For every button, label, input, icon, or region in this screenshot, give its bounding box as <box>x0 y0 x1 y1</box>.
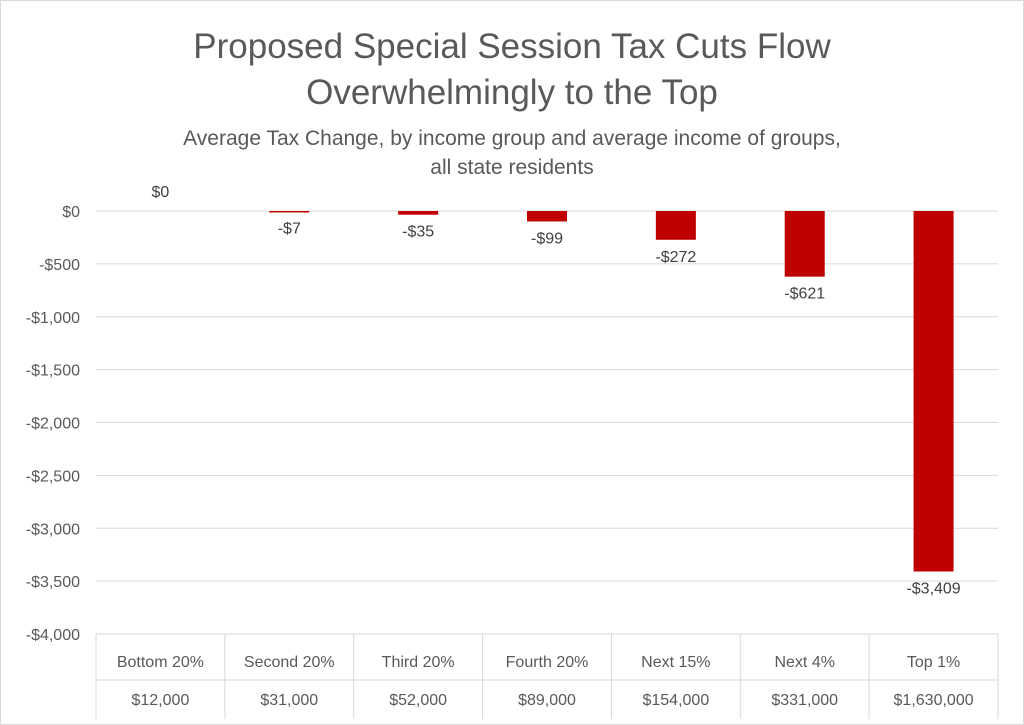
y-tick-label: -$2,500 <box>26 468 80 485</box>
x-income-label: $89,000 <box>518 692 576 709</box>
chart-subtitle-line-2: all state residents <box>430 156 594 179</box>
x-category-label: Fourth 20% <box>506 654 589 671</box>
x-category-label: Bottom 20% <box>117 654 204 671</box>
x-category-label: Third 20% <box>382 654 455 671</box>
data-label: -$35 <box>402 224 434 241</box>
x-income-label: $31,000 <box>260 692 318 709</box>
y-tick-label: $0 <box>62 204 80 221</box>
x-income-label: $331,000 <box>771 692 838 709</box>
data-label: -$272 <box>655 249 696 266</box>
chart-title-line-2: Overwhelmingly to the Top <box>306 73 718 112</box>
y-tick-label: -$3,500 <box>26 574 80 591</box>
bar <box>269 211 310 213</box>
x-income-label: $52,000 <box>389 692 447 709</box>
y-tick-label: -$3,000 <box>26 521 80 538</box>
x-income-label: $154,000 <box>642 692 709 709</box>
bar <box>398 211 439 215</box>
chart-title-line-1: Proposed Special Session Tax Cuts Flow <box>193 27 831 66</box>
x-category-label: Top 1% <box>907 654 960 671</box>
data-label: $0 <box>152 184 170 201</box>
bar <box>784 211 825 277</box>
bar <box>655 211 696 240</box>
bar <box>913 211 954 572</box>
data-label: -$3,409 <box>906 581 960 598</box>
chart-subtitle-line-1: Average Tax Change, by income group and … <box>183 127 841 150</box>
data-label: -$621 <box>784 286 825 303</box>
y-tick-label: -$500 <box>39 257 80 274</box>
y-tick-label: -$1,500 <box>26 363 80 380</box>
data-label: -$7 <box>278 221 301 238</box>
x-category-label: Second 20% <box>244 654 335 671</box>
x-income-label: $12,000 <box>132 692 190 709</box>
y-tick-label: -$1,000 <box>26 310 80 327</box>
y-tick-label: -$2,000 <box>26 416 80 433</box>
data-label: -$99 <box>531 230 563 247</box>
y-tick-label: -$4,000 <box>26 627 80 644</box>
x-category-label: Next 4% <box>774 654 834 671</box>
x-income-label: $1,630,000 <box>894 692 974 709</box>
bar <box>527 211 567 222</box>
x-category-label: Next 15% <box>641 654 710 671</box>
